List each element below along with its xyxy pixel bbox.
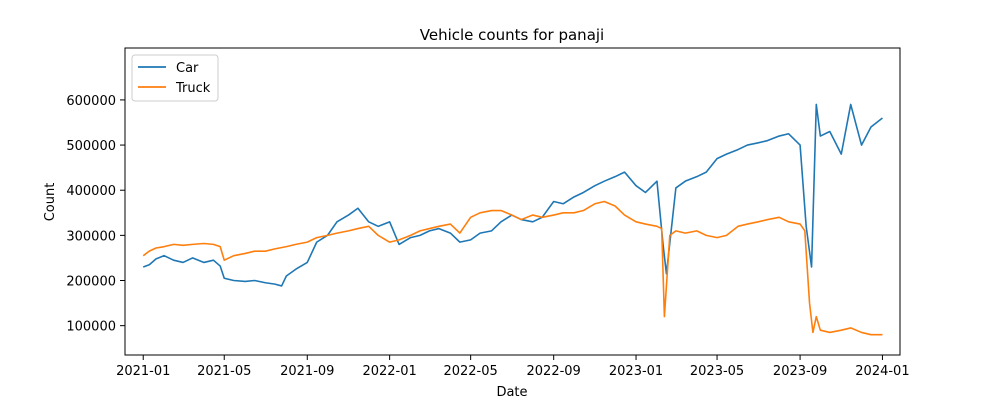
x-tick-label: 2022-05 [443, 364, 497, 379]
x-tick-label: 2022-09 [527, 364, 581, 379]
y-tick-label: 200000 [66, 275, 116, 290]
series-line-truck [142, 200, 883, 336]
x-axis-title: Date [496, 385, 527, 400]
legend: Car Truck [131, 54, 219, 102]
x-tick-label: 2021-09 [280, 364, 334, 379]
y-axis: 100000 200000 300000 400000 500000 600000 [66, 94, 125, 335]
x-tick-label: 2023-01 [609, 364, 663, 379]
y-axis-title: Count [43, 183, 58, 222]
legend-label-truck: Truck [175, 81, 211, 96]
x-tick-label: 2022-01 [362, 364, 416, 379]
x-tick-label: 2021-05 [197, 364, 251, 379]
chart-title: Vehicle counts for panaji [420, 26, 604, 44]
y-tick-label: 100000 [66, 320, 116, 335]
x-tick-label: 2023-05 [690, 364, 744, 379]
y-tick-label: 300000 [66, 229, 116, 244]
y-tick-label: 400000 [66, 184, 116, 199]
plot-frame [124, 47, 901, 356]
x-axis: 2021-01 2021-05 2021-09 2022-01 2022-05 2022-… [116, 355, 910, 379]
plot-area [142, 103, 883, 336]
legend-label-car: Car [176, 61, 199, 76]
y-tick-label: 600000 [66, 94, 116, 109]
x-tick-label: 2023-09 [773, 364, 827, 379]
y-tick-label: 500000 [66, 139, 116, 154]
x-tick-label: 2024-01 [855, 364, 909, 379]
x-tick-label: 2021-01 [116, 364, 170, 379]
